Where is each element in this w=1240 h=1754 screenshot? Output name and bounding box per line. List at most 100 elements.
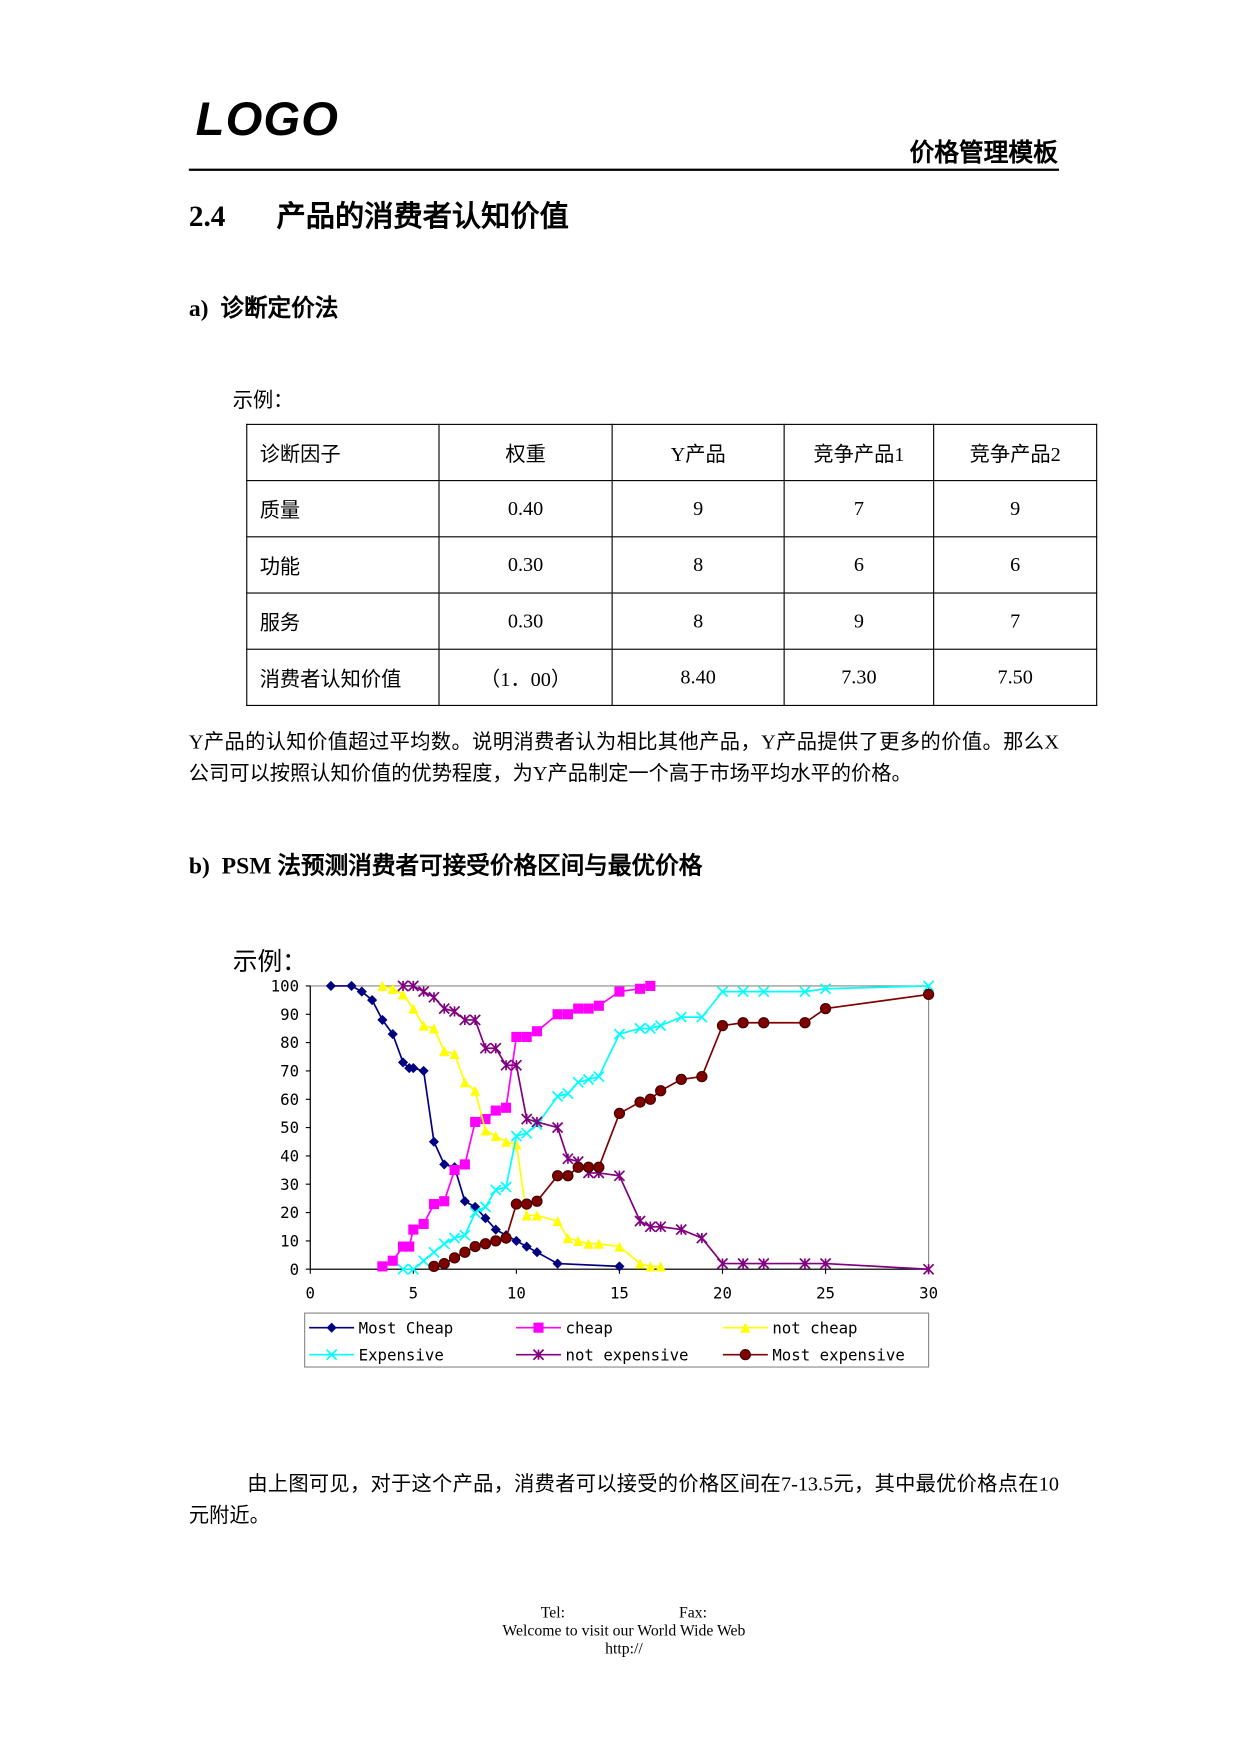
table-row: 质量 0.40 9 7 9 <box>246 480 1098 538</box>
marker <box>326 1322 337 1333</box>
marker <box>448 1252 461 1264</box>
marker <box>500 1181 512 1193</box>
marker <box>397 989 409 1000</box>
marker <box>531 1247 543 1258</box>
table-cell: 竞争产品1 <box>783 423 935 482</box>
marker <box>470 1085 481 1096</box>
example-label: 示例： <box>232 947 307 976</box>
marker <box>562 1233 573 1244</box>
marker <box>490 1131 501 1142</box>
marker <box>583 1003 594 1014</box>
marker <box>644 1022 657 1035</box>
marker <box>428 991 440 1003</box>
header-title: 价格管理模板 <box>909 138 1058 167</box>
marker <box>387 983 398 994</box>
marker <box>593 1000 604 1011</box>
marker <box>521 1241 532 1252</box>
marker <box>531 1210 543 1221</box>
marker <box>470 1201 481 1212</box>
marker <box>533 1322 544 1333</box>
table-cell: Y产品 <box>611 423 785 482</box>
plot-area <box>309 985 930 1270</box>
series-line <box>403 985 929 1271</box>
table-row: 功能 0.30 8 6 6 <box>246 536 1098 594</box>
y-tick-label: 60 <box>280 1090 299 1109</box>
subheading: b) PSM 法预测消费者可接受价格区间与最优价格 <box>188 852 703 880</box>
table-row: 服务 0.30 8 9 7 <box>246 592 1098 650</box>
marker <box>479 1042 492 1054</box>
marker <box>439 1196 450 1207</box>
marker <box>531 1026 543 1037</box>
marker <box>428 1260 440 1273</box>
marker <box>459 1077 470 1088</box>
footer-tel: Tel: <box>540 1605 566 1623</box>
marker <box>922 980 935 992</box>
marker <box>562 1170 574 1182</box>
marker <box>521 1198 533 1210</box>
marker <box>740 1322 751 1333</box>
marker <box>552 1009 563 1020</box>
marker <box>417 985 430 998</box>
marker <box>397 1263 409 1275</box>
marker <box>490 1235 502 1247</box>
marker <box>325 980 336 991</box>
marker <box>551 1121 564 1134</box>
table-cell: 8.40 <box>611 648 785 707</box>
legend-label: not cheap <box>772 1318 857 1337</box>
marker <box>480 1213 491 1224</box>
marker <box>582 1073 595 1086</box>
marker <box>448 1005 461 1018</box>
marker <box>428 1023 440 1034</box>
marker <box>418 1020 429 1031</box>
marker <box>325 1349 338 1361</box>
marker <box>418 1065 429 1076</box>
x-tick-label: 0 <box>306 1283 315 1302</box>
marker <box>758 985 770 998</box>
marker <box>634 1215 646 1227</box>
footer-url: http:// <box>605 1641 643 1659</box>
table-cell: 0.30 <box>438 536 613 594</box>
marker <box>675 1073 687 1086</box>
marker <box>490 1042 502 1054</box>
marker <box>655 1221 667 1233</box>
table-cell: 质量 <box>246 480 440 538</box>
marker <box>562 1009 573 1020</box>
marker <box>531 1116 543 1128</box>
marker <box>562 1153 574 1165</box>
marker <box>819 983 832 995</box>
marker <box>675 1011 687 1023</box>
y-tick-label: 70 <box>280 1062 299 1081</box>
marker <box>716 1257 729 1270</box>
marker <box>404 1241 415 1252</box>
marker <box>469 1240 481 1253</box>
marker <box>490 1224 501 1235</box>
marker <box>582 1161 595 1173</box>
marker <box>613 1028 626 1040</box>
table-cell: 6 <box>783 536 935 594</box>
marker <box>479 1238 492 1250</box>
marker <box>428 1199 440 1210</box>
marker <box>501 1102 512 1113</box>
marker <box>521 1210 532 1221</box>
marker <box>490 1184 502 1196</box>
marker <box>377 980 388 991</box>
marker <box>521 1127 533 1139</box>
marker <box>593 1070 605 1083</box>
x-tick-label: 25 <box>816 1283 835 1302</box>
marker <box>397 1241 409 1252</box>
example-label: 示例： <box>232 388 294 412</box>
marker <box>572 1161 584 1173</box>
table-cell: 7.30 <box>783 648 935 707</box>
chart: 0 10 20 30 40 50 60 70 80 90 100 0 5 10 15 20 25 30 Most C… <box>271 977 938 1368</box>
marker <box>716 985 729 998</box>
table: 诊断因子 权重 Y产品 竞争产品1 竞争产品2 质量 0.40 9 7 9 功能 0.30 8 6 6 服务 0… <box>246 423 1098 707</box>
marker <box>634 1258 646 1269</box>
table-cell: 服务 <box>246 592 440 650</box>
section-title: 产品的消费者认知价值 <box>276 200 569 233</box>
legend-item: Most expensive <box>722 1345 905 1364</box>
marker <box>449 1048 460 1059</box>
marker <box>439 1046 450 1057</box>
marker <box>799 1257 811 1270</box>
marker <box>428 1136 440 1147</box>
legend-box <box>304 1312 930 1368</box>
